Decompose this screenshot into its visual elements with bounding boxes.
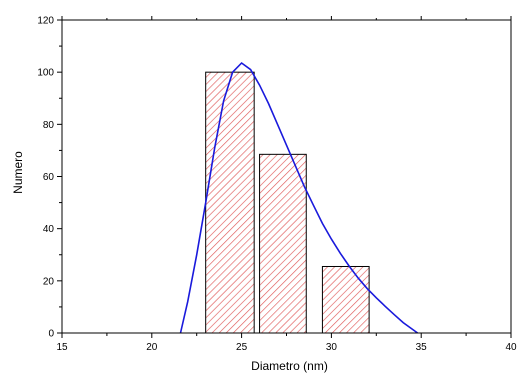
y-tick-label: 100 [37, 68, 54, 79]
bar-2 [259, 153, 307, 334]
x-tick-label: 30 [326, 342, 338, 353]
x-tick-label: 40 [505, 342, 517, 353]
y-tick-label: 40 [43, 224, 55, 235]
y-tick-label: 0 [48, 329, 54, 340]
y-tick-label: 80 [43, 120, 55, 131]
x-tick-label: 20 [146, 342, 158, 353]
bar-3 [321, 265, 370, 334]
y-tick-label: 120 [37, 16, 54, 27]
x-tick-label: 25 [236, 342, 248, 353]
x-axis-title: Diametro (nm) [251, 359, 328, 373]
plot-area: 15 20 25 30 35 40 0 20 40 60 80 100 120 [37, 16, 517, 354]
fit-curve [179, 61, 419, 334]
y-axis-title: Numero [11, 151, 25, 194]
y-tick-label: 20 [43, 276, 55, 287]
x-tick-label: 15 [56, 342, 68, 353]
x-tick-label: 35 [416, 342, 428, 353]
bar-1 [205, 71, 255, 334]
y-tick-label: 60 [43, 172, 55, 183]
